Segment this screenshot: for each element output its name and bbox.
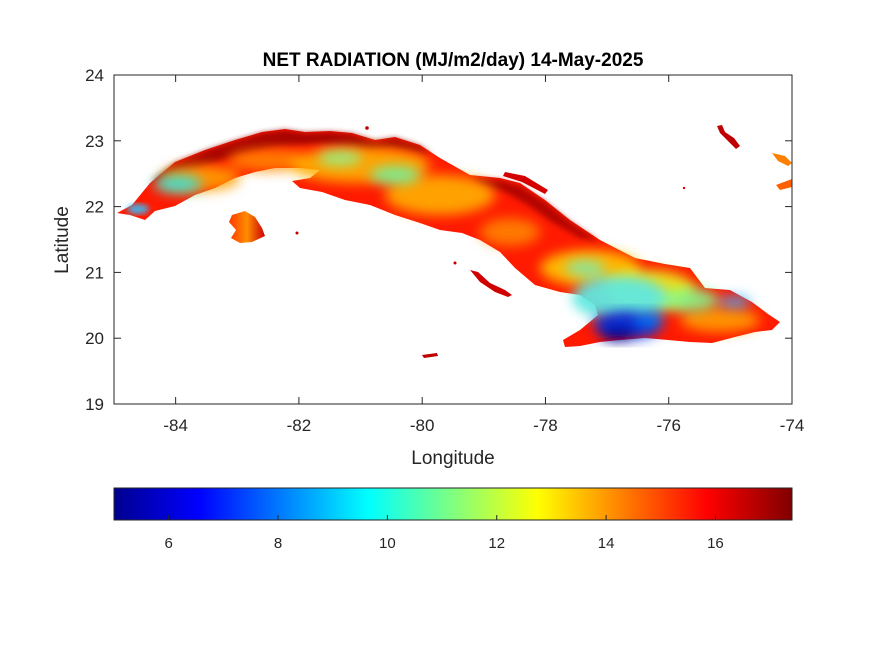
x-tick-label: -84 (163, 416, 188, 435)
colorbar-tick-label: 10 (379, 535, 396, 552)
x-tick-label: -76 (656, 416, 681, 435)
colorbar-ticks: 6 8 10 12 14 16 (165, 515, 724, 552)
dot-islet-3 (295, 231, 299, 235)
colorbar-tick-label: 14 (598, 535, 615, 552)
west-tip (127, 204, 149, 214)
y-tick-label: 20 (85, 329, 104, 348)
northeast-islet-1 (717, 125, 740, 149)
x-tick-label: -78 (533, 416, 558, 435)
y-tick-label: 23 (85, 132, 104, 151)
south-islet (422, 353, 438, 358)
lowest-zone (594, 310, 664, 341)
x-axis-label: Longitude (411, 448, 494, 469)
y-tick-label: 22 (85, 198, 104, 217)
axes-frame (113, 74, 793, 405)
colorbar-tick-label: 6 (165, 535, 173, 552)
coast-north-dark (150, 130, 432, 182)
x-tick-label: -80 (410, 416, 435, 435)
north-keys (503, 172, 548, 194)
axis-ticks: -84 -82 -80 -78 -76 -74 19 20 21 22 23 24 (85, 66, 804, 435)
dot-islet-4 (682, 186, 686, 190)
plot-area (114, 75, 792, 404)
south-keys (470, 270, 512, 297)
y-tick-label: 24 (85, 66, 104, 85)
colorbar-tick-label: 8 (274, 535, 282, 552)
coast-east-dark (470, 178, 600, 242)
colorbar (113, 487, 793, 521)
northeast-islet-2 (772, 153, 792, 166)
isla-juventud (229, 211, 265, 243)
dot-islet-1 (365, 126, 369, 130)
colorbar-tick-label: 12 (488, 535, 505, 552)
y-axis-label: Latitude (52, 206, 73, 274)
y-tick-label: 19 (85, 395, 104, 414)
dot-islet-2 (453, 261, 457, 265)
low-zones (154, 150, 751, 320)
colorbar-tick-label: 16 (707, 535, 724, 552)
x-tick-label: -82 (287, 416, 312, 435)
northeast-islet-3 (776, 179, 792, 190)
chart-title: NET RADIATION (MJ/m2/day) 14-May-2025 (263, 50, 644, 71)
x-tick-label: -74 (780, 416, 805, 435)
radiation-map (117, 125, 792, 358)
y-tick-label: 21 (85, 263, 104, 282)
